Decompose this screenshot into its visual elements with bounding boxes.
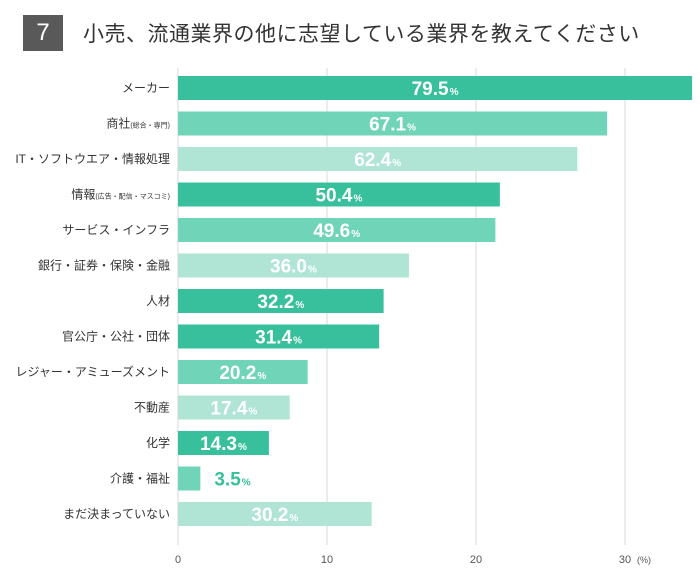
data-label: 79.5% xyxy=(412,79,459,100)
category-label: 銀行・証券・保険・金融 xyxy=(38,258,170,273)
data-label-value: 14.3 xyxy=(200,434,237,455)
category-label-main: レジャー・アミューズメント xyxy=(15,364,170,379)
data-label: 49.6% xyxy=(313,221,360,242)
data-label: 36.0% xyxy=(270,257,317,278)
data-label-unit: % xyxy=(248,407,257,418)
category-label: 情報(広告・配信・マスコミ) xyxy=(71,188,170,202)
bar xyxy=(178,147,578,171)
data-label: 30.2% xyxy=(251,505,298,526)
data-label-value: 31.4 xyxy=(255,328,292,349)
data-label-value: 30.2 xyxy=(251,505,288,526)
bar xyxy=(178,395,290,420)
category-label-main: 人材 xyxy=(146,294,170,308)
bar xyxy=(178,76,693,100)
data-label-value: 67.1 xyxy=(369,115,406,136)
data-label-unit: % xyxy=(351,229,360,240)
category-label-main: 官公庁・公社・団体 xyxy=(62,329,170,344)
category-label-main: 不動産 xyxy=(134,400,170,415)
data-label-unit: % xyxy=(238,442,247,453)
data-label-value: 3.5 xyxy=(214,470,241,491)
data-label-value: 36.0 xyxy=(270,257,307,278)
data-label: 20.2% xyxy=(219,363,266,384)
category-label-main: サービス・インフラ xyxy=(62,223,170,237)
category-label-main: 情報 xyxy=(71,188,95,202)
category-label-main: 介護・福祉 xyxy=(110,471,170,486)
data-label-value: 62.4 xyxy=(354,150,391,171)
data-label: 3.5% xyxy=(214,470,250,491)
category-label: IT・ソフトウエア・情報処理 xyxy=(15,152,170,166)
data-label: 32.2% xyxy=(257,292,304,313)
category-label-main: まだ決まっていない xyxy=(63,507,170,521)
data-label-unit: % xyxy=(295,300,304,311)
category-label-main: 銀行・証券・保険・金融 xyxy=(38,258,170,273)
bar xyxy=(178,289,384,313)
x-tick-label: 0 xyxy=(175,554,181,566)
data-label-unit: % xyxy=(450,87,459,98)
data-label: 67.1% xyxy=(369,115,416,136)
category-label: まだ決まっていない xyxy=(63,507,170,521)
bar xyxy=(178,218,496,242)
category-label: 不動産 xyxy=(134,400,170,415)
category-label: レジャー・アミューズメント xyxy=(15,364,170,379)
bar xyxy=(178,466,201,491)
bar xyxy=(178,111,608,136)
data-label-unit: % xyxy=(257,371,266,382)
bar xyxy=(178,360,308,384)
data-label-value: 32.2 xyxy=(257,292,294,313)
category-label: 商社(総合・専門) xyxy=(106,116,170,131)
data-label-value: 79.5 xyxy=(412,79,449,100)
data-label: 62.4% xyxy=(354,150,401,171)
x-tick-label: 30 xyxy=(619,554,631,566)
data-label-unit: % xyxy=(308,265,317,276)
bar xyxy=(178,502,372,526)
bar xyxy=(178,431,269,455)
data-label: 31.4% xyxy=(255,328,302,349)
bar xyxy=(178,182,500,207)
bar xyxy=(178,253,409,278)
data-label-value: 49.6 xyxy=(313,221,350,242)
category-label: 官公庁・公社・団体 xyxy=(62,329,170,344)
data-label-value: 17.4 xyxy=(210,399,247,420)
category-label-main: 商社 xyxy=(106,116,130,131)
data-label: 17.4% xyxy=(210,399,257,420)
category-label-main: IT・ソフトウエア・情報処理 xyxy=(15,152,170,166)
data-label-unit: % xyxy=(392,158,401,169)
data-label-value: 50.4 xyxy=(315,186,352,207)
category-label-sub: (広告・配信・マスコミ) xyxy=(95,192,170,201)
x-tick-label: 20 xyxy=(470,554,482,566)
data-label-unit: % xyxy=(242,478,251,489)
question-title: 小売、流通業界の他に志望している業界を教えてください xyxy=(83,23,640,46)
data-label: 14.3% xyxy=(200,434,247,455)
category-label: メーカー xyxy=(122,81,170,95)
category-label: 化学 xyxy=(146,435,170,450)
x-tick-label: 10 xyxy=(321,554,333,566)
data-label-value: 20.2 xyxy=(219,363,256,384)
category-label-main: メーカー xyxy=(122,81,170,95)
category-label-main: 化学 xyxy=(146,435,170,450)
category-label: 介護・福祉 xyxy=(110,471,170,486)
question-number-badge: 7 xyxy=(23,15,63,51)
data-label-unit: % xyxy=(289,513,298,524)
data-label-unit: % xyxy=(353,194,362,205)
category-label: サービス・インフラ xyxy=(62,223,170,237)
x-axis-unit-label: (%) xyxy=(637,555,651,565)
category-label: 人材 xyxy=(146,294,170,308)
question-header: 7 小売、流通業界の他に志望している業界を教えてください xyxy=(23,15,640,51)
data-label-unit: % xyxy=(293,336,302,347)
bar xyxy=(178,324,380,349)
category-label-sub: (総合・専門) xyxy=(130,121,170,130)
data-label: 50.4% xyxy=(315,186,362,207)
data-label-unit: % xyxy=(407,123,416,134)
